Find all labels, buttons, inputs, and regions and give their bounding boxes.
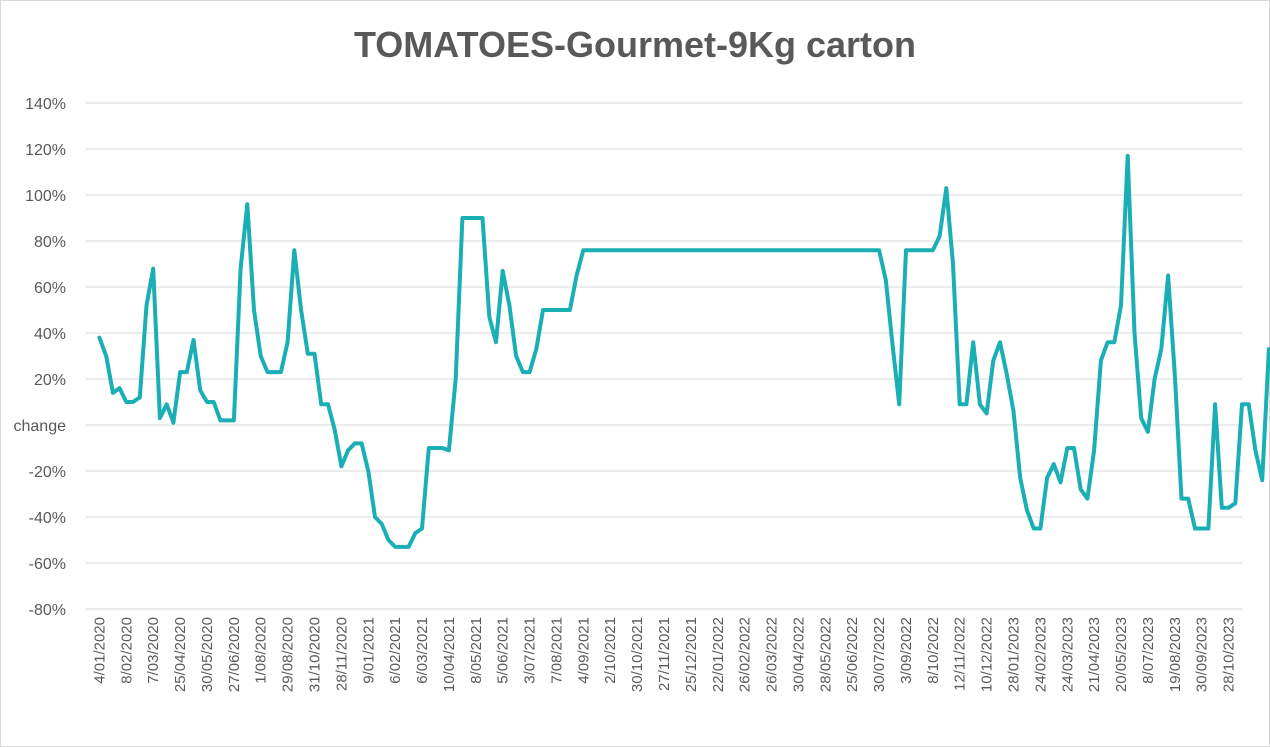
x-tick-label: 7/03/2020 — [145, 617, 162, 684]
x-tick-label: 30/05/2020 — [199, 617, 216, 692]
x-tick-label: 28/11/2020 — [333, 617, 350, 691]
x-tick-label: 7/08/2021 — [548, 617, 565, 684]
x-tick-label: 22/01/2022 — [710, 617, 727, 692]
chart-title: TOMATOES-Gourmet-9Kg carton — [353, 24, 917, 65]
x-tick-label: 30/10/2021 — [629, 617, 646, 692]
x-tick-label: 6/02/2021 — [387, 617, 404, 684]
y-tick-label: 100% — [25, 188, 66, 205]
y-tick-label: change — [14, 418, 67, 435]
y-tick-label: -60% — [29, 556, 66, 573]
x-tick-label: 28/05/2022 — [817, 617, 834, 692]
series-layer — [97, 153, 1270, 549]
y-tick-label: 140% — [25, 96, 66, 113]
x-tick-label: 21/04/2023 — [1086, 617, 1103, 692]
y-tick-label: 40% — [34, 326, 66, 343]
x-tick-label: 30/04/2022 — [790, 617, 807, 692]
series-line — [97, 153, 1270, 549]
y-tick-label: 120% — [25, 142, 66, 159]
y-tick-label: 20% — [34, 372, 66, 389]
x-tick-label: 27/06/2020 — [226, 617, 243, 692]
x-tick-label: 4/01/2020 — [91, 617, 108, 684]
x-tick-label: 31/10/2020 — [307, 617, 324, 692]
y-tick-label: -40% — [29, 510, 66, 527]
x-tick-label: 8/02/2020 — [118, 617, 135, 684]
x-tick-label: 25/04/2020 — [172, 617, 189, 692]
x-tick-label: 8/07/2023 — [1140, 617, 1157, 684]
x-tick-label: 10/04/2021 — [441, 617, 458, 692]
x-tick-label: 4/09/2021 — [575, 617, 592, 684]
x-tick-label: 2/10/2021 — [602, 617, 619, 684]
x-tick-label: 5/06/2021 — [495, 617, 512, 684]
y-tick-label: -20% — [29, 464, 66, 481]
y-tick-label: 60% — [34, 280, 66, 297]
y-axis-tick-labels: 140% 120% 100% 80% 60% 40% 20% change -20% -40% -6… — [14, 96, 67, 619]
x-tick-label: 25/06/2022 — [844, 617, 861, 692]
x-tick-label: 1/08/2020 — [253, 617, 270, 684]
x-tick-label: 24/02/2023 — [1032, 617, 1049, 692]
x-tick-label: 9/01/2021 — [360, 617, 377, 684]
x-tick-label: 3/07/2021 — [522, 617, 539, 684]
gridlines — [86, 102, 1242, 610]
x-tick-label: 30/09/2023 — [1194, 617, 1211, 692]
x-tick-label: 26/02/2022 — [737, 617, 754, 692]
x-tick-label: 24/03/2023 — [1059, 617, 1076, 692]
x-tick-label: 20/05/2023 — [1113, 617, 1130, 692]
x-tick-label: 28/01/2023 — [1005, 617, 1022, 692]
y-tick-label: 80% — [34, 234, 66, 251]
x-axis-tick-labels: 4/01/2020 8/02/2020 7/03/2020 25/04/2020 30/… — [91, 617, 1237, 692]
x-tick-label: 19/08/2023 — [1167, 617, 1184, 692]
x-tick-label: 26/03/2022 — [764, 617, 781, 692]
x-tick-label: 28/10/2023 — [1221, 617, 1238, 692]
x-tick-label: 25/12/2021 — [683, 617, 700, 692]
x-tick-label: 10/12/2022 — [979, 617, 996, 692]
x-tick-label: 12/11/2022 — [952, 617, 969, 691]
x-tick-label: 27/11/2021 — [656, 617, 673, 691]
x-tick-label: 3/09/2022 — [898, 617, 915, 684]
x-tick-label: 8/05/2021 — [468, 617, 485, 684]
x-tick-label: 6/03/2021 — [414, 617, 431, 684]
y-tick-label: -80% — [29, 602, 66, 619]
x-tick-label: 30/07/2022 — [871, 617, 888, 692]
x-tick-label: 29/08/2020 — [280, 617, 297, 692]
x-tick-label: 8/10/2022 — [925, 617, 942, 684]
